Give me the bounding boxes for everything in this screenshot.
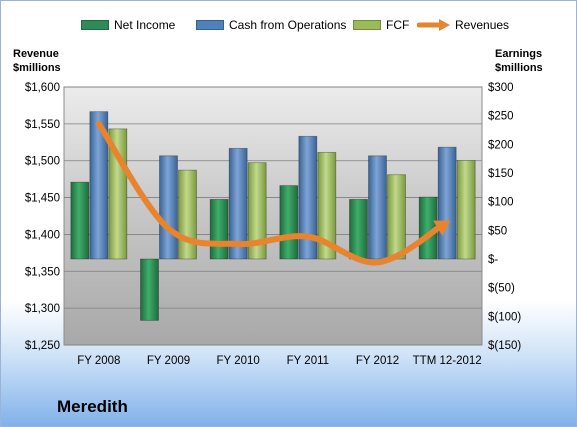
legend-fcf-swatch xyxy=(353,20,381,30)
cfo-bar xyxy=(159,155,178,260)
category-label: FY 2012 xyxy=(356,355,399,367)
net-income-bar xyxy=(70,181,90,260)
legend-revenues-label: Revenues xyxy=(455,18,510,32)
fcf-bar xyxy=(247,162,267,260)
right-tick-label: $(150) xyxy=(488,340,521,352)
legend: Net Income Cash from Operations FCF Reve… xyxy=(1,16,576,34)
legend-cfo-label: Cash from Operations xyxy=(229,18,347,32)
left-tick-label: $1,550 xyxy=(25,119,60,131)
legend-revenues-arrow-icon xyxy=(417,19,450,31)
category-label: FY 2010 xyxy=(217,355,260,367)
fcf-bar xyxy=(178,169,197,260)
right-tick-label: $150 xyxy=(488,168,514,180)
right-tick-label: $(50) xyxy=(488,283,515,295)
net-income-bar xyxy=(349,198,368,260)
right-tick-label: $100 xyxy=(488,197,514,209)
company-name: Meredith xyxy=(57,397,128,416)
legend-net-income-label: Net Income xyxy=(114,18,176,32)
right-tick-label: $250 xyxy=(488,111,514,123)
right-tick-label: $- xyxy=(488,254,498,266)
legend-fcf-label: FCF xyxy=(386,18,410,32)
left-tick-label: $1,350 xyxy=(25,266,60,278)
right-tick-label: $200 xyxy=(488,139,514,151)
fcf-bar xyxy=(317,151,337,260)
revenues-arrowhead xyxy=(433,220,451,237)
right-axis-title-line1: Earnings xyxy=(495,48,543,60)
cfo-bar xyxy=(89,111,109,260)
legend-cfo: Cash from Operations xyxy=(196,16,346,34)
right-axis-title-line2: $millions xyxy=(495,62,543,74)
fcf-bar xyxy=(387,174,406,260)
net-income-bar xyxy=(209,198,229,260)
legend-revenues: Revenues xyxy=(417,16,509,34)
left-tick-label: $1,500 xyxy=(25,156,60,168)
category-label: FY 2011 xyxy=(287,355,329,367)
net-income-bar xyxy=(279,185,299,260)
cfo-bar xyxy=(437,146,457,260)
category-label: FY 2008 xyxy=(77,355,120,367)
left-axis-title: Revenue $millions xyxy=(13,47,61,75)
right-tick-label: $(100) xyxy=(488,311,521,323)
category-label: TTM 12-2012 xyxy=(413,355,482,367)
legend-net-income-swatch xyxy=(81,20,109,30)
cfo-bar xyxy=(368,155,387,260)
right-tick-label: $300 xyxy=(488,82,514,94)
left-tick-label: $1,300 xyxy=(25,303,60,315)
left-axis-title-line1: Revenue xyxy=(13,48,59,60)
left-tick-label: $1,250 xyxy=(25,340,60,352)
cfo-bar xyxy=(298,135,318,260)
net-income-bar xyxy=(140,258,159,321)
legend-net-income: Net Income xyxy=(81,16,175,34)
cfo-bar xyxy=(228,147,248,260)
revenues-line xyxy=(95,120,441,266)
legend-cfo-swatch xyxy=(196,20,224,30)
right-tick-label: $50 xyxy=(488,225,507,237)
left-tick-label: $1,600 xyxy=(25,82,60,94)
left-tick-label: $1,450 xyxy=(25,193,60,205)
legend-fcf: FCF xyxy=(353,16,409,34)
fcf-bar xyxy=(456,159,476,260)
left-axis-title-line2: $millions xyxy=(13,62,61,74)
right-axis-title: Earnings $millions xyxy=(495,47,543,75)
category-label: FY 2009 xyxy=(147,355,190,367)
left-tick-label: $1,400 xyxy=(25,229,60,241)
